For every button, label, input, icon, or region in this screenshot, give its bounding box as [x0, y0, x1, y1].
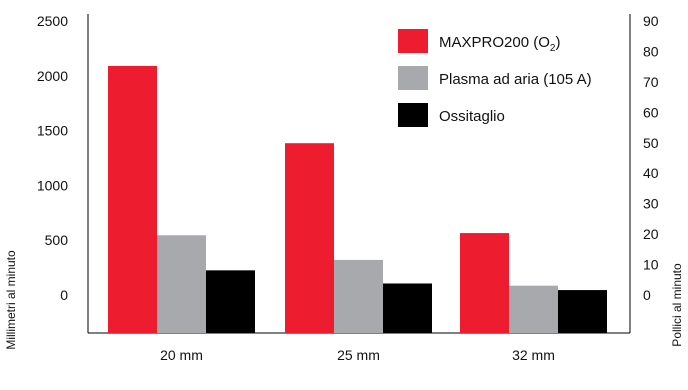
left-tick-2000: 2000 [37, 68, 68, 84]
right-tick-90: 90 [643, 13, 659, 29]
legend-label-maxpro: MAXPRO200 (O2) [439, 34, 560, 54]
right-tick-labels: 0 10 20 30 40 50 60 70 80 90 [643, 13, 659, 303]
bars-group [108, 65, 607, 333]
left-tick-0: 0 [60, 287, 68, 303]
right-tick-0: 0 [643, 287, 651, 303]
right-tick-40: 40 [643, 165, 659, 181]
left-tick-labels: 0 500 1000 1500 2000 2500 [37, 13, 68, 303]
bar-ossitaglio-32mm [558, 290, 607, 333]
right-tick-60: 60 [643, 104, 659, 120]
x-tick-20mm: 20 mm [160, 347, 203, 363]
right-axis-title: Pollici al minuto [670, 263, 684, 347]
right-tick-10: 10 [643, 257, 659, 273]
left-tick-1500: 1500 [37, 123, 68, 139]
left-tick-1000: 1000 [37, 177, 68, 193]
legend-swatch-maxpro [398, 29, 428, 53]
x-tick-labels: 20 mm 25 mm 32 mm [160, 347, 555, 363]
left-tick-500: 500 [45, 232, 69, 248]
x-tick-32mm: 32 mm [512, 347, 555, 363]
bar-ossitaglio-20mm [206, 270, 255, 333]
right-tick-80: 80 [643, 43, 659, 59]
legend-label-ossitaglio: Ossitaglio [439, 108, 505, 125]
bar-plasma-25mm [334, 259, 383, 333]
legend-swatch-ossitaglio [398, 103, 428, 127]
legend-swatch-plasma [398, 66, 428, 90]
legend-label-plasma: Plasma ad aria (105 A) [439, 71, 592, 88]
bar-maxpro-25mm [285, 143, 334, 333]
right-tick-20: 20 [643, 226, 659, 242]
bar-maxpro-20mm [108, 65, 157, 333]
right-tick-30: 30 [643, 196, 659, 212]
x-tick-25mm: 25 mm [337, 347, 380, 363]
legend: MAXPRO200 (O2) Plasma ad aria (105 A) Os… [398, 29, 592, 127]
bar-maxpro-32mm [460, 233, 509, 333]
right-tick-70: 70 [643, 74, 659, 90]
left-axis-title: Millimetri al minuto [4, 250, 18, 350]
right-tick-50: 50 [643, 135, 659, 151]
bar-plasma-20mm [157, 235, 206, 333]
left-tick-2500: 2500 [37, 13, 68, 29]
bar-plasma-32mm [509, 285, 558, 333]
bar-ossitaglio-25mm [383, 283, 432, 333]
